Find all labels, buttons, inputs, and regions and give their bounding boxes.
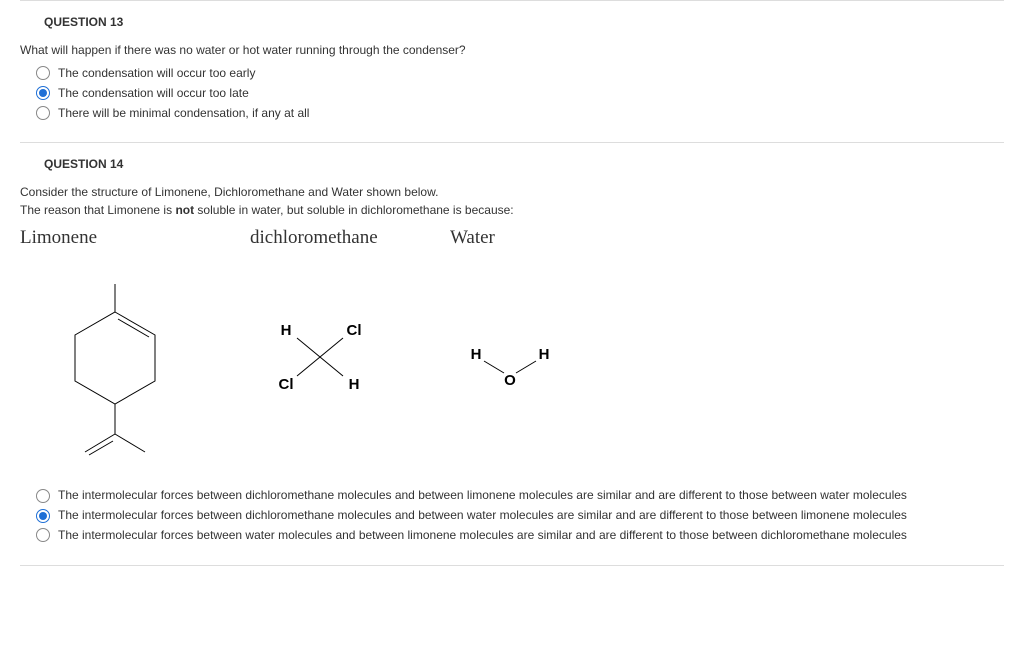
svg-text:Cl: Cl <box>347 322 362 339</box>
prompt-line: The reason that Limonene is not soluble … <box>20 203 1004 217</box>
svg-text:H: H <box>539 346 550 363</box>
structure-dcm: dichloromethane H Cl Cl H <box>250 227 390 467</box>
option-label: The condensation will occur too early <box>58 65 255 82</box>
question-title: QUESTION 14 <box>44 157 1004 171</box>
question-title: QUESTION 13 <box>44 15 1004 29</box>
prompt-line: What will happen if there was no water o… <box>20 43 1004 57</box>
options-group: The condensation will occur too early Th… <box>20 65 1004 121</box>
structure-name: Water <box>450 227 495 249</box>
option-row[interactable]: The condensation will occur too early <box>20 65 1004 82</box>
option-label: The intermolecular forces between dichlo… <box>58 507 907 524</box>
svg-text:H: H <box>349 376 360 393</box>
option-label: The intermolecular forces between dichlo… <box>58 487 907 504</box>
options-group: The intermolecular forces between dichlo… <box>20 487 1004 543</box>
structure-water: Water H H O <box>450 227 570 467</box>
option-row[interactable]: The condensation will occur too late <box>20 85 1004 102</box>
option-row[interactable]: The intermolecular forces between dichlo… <box>20 507 1004 524</box>
limonene-svg <box>30 267 190 467</box>
svg-text:Cl: Cl <box>279 376 294 393</box>
question-prompt: Consider the structure of Limonene, Dich… <box>20 185 1004 217</box>
radio-icon[interactable] <box>36 66 50 80</box>
option-label: There will be minimal condensation, if a… <box>58 105 309 122</box>
svg-text:H: H <box>281 322 292 339</box>
option-label: The condensation will occur too late <box>58 85 249 102</box>
dcm-svg: H Cl Cl H <box>260 307 390 417</box>
option-row[interactable]: The intermolecular forces between water … <box>20 527 1004 544</box>
option-row[interactable]: The intermolecular forces between dichlo… <box>20 487 1004 504</box>
prompt-line: Consider the structure of Limonene, Dich… <box>20 185 1004 199</box>
structures-row: Limonene dichloromethane <box>20 227 1004 467</box>
svg-text:H: H <box>471 346 482 363</box>
water-svg: H H O <box>460 327 570 407</box>
question-prompt: What will happen if there was no water o… <box>20 43 1004 57</box>
structure-limonene: Limonene <box>20 227 190 467</box>
radio-icon[interactable] <box>36 509 50 523</box>
question-block-14: QUESTION 14 Consider the structure of Li… <box>20 143 1004 565</box>
radio-icon[interactable] <box>36 528 50 542</box>
question-block-13: QUESTION 13 What will happen if there wa… <box>20 0 1004 143</box>
svg-text:O: O <box>504 372 516 389</box>
option-row[interactable]: There will be minimal condensation, if a… <box>20 105 1004 122</box>
radio-icon[interactable] <box>36 86 50 100</box>
radio-icon[interactable] <box>36 106 50 120</box>
structure-name: dichloromethane <box>250 227 378 249</box>
option-label: The intermolecular forces between water … <box>58 527 907 544</box>
radio-icon[interactable] <box>36 489 50 503</box>
structure-name: Limonene <box>20 227 97 249</box>
